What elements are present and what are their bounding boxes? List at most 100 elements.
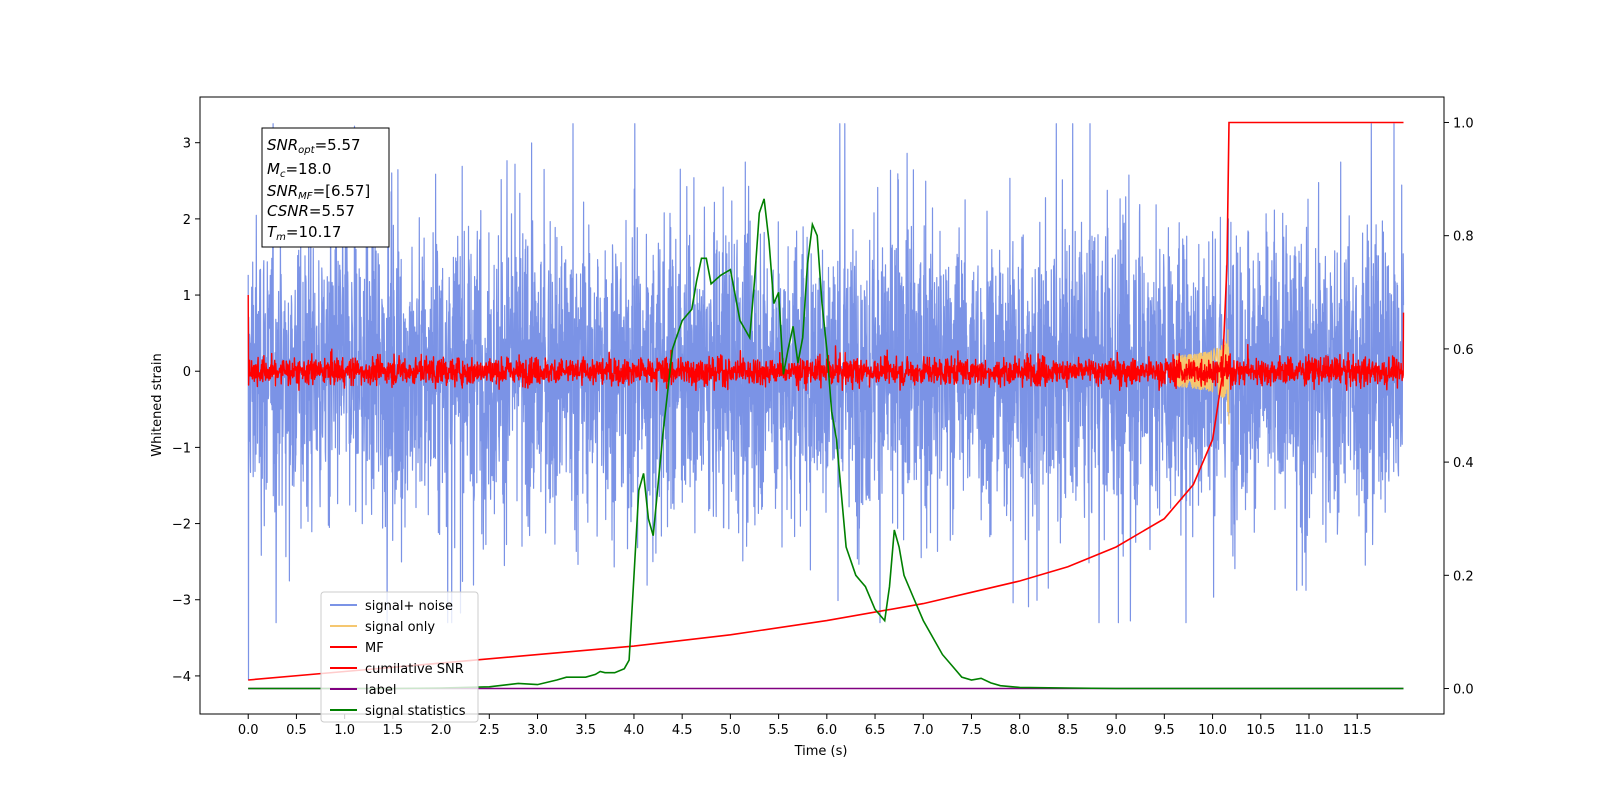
y-tick-label: −1 [172, 441, 191, 456]
cumulative-snr-series [248, 121, 1404, 681]
y2-tick: 0.4 [1444, 456, 1474, 471]
y-tick: 0 [183, 365, 200, 380]
x-tick-label: 7.5 [961, 723, 982, 738]
y-tick-label: 1 [183, 289, 191, 304]
annotation-csnr: CSNR=5.57 [267, 202, 355, 220]
y2-tick: 0.2 [1444, 569, 1474, 584]
y-tick: 1 [183, 289, 200, 304]
y-tick: 3 [183, 137, 200, 152]
x-tick-label: 10.5 [1246, 723, 1275, 738]
x-tick-label: 5.5 [768, 723, 789, 738]
x-axis-label: Time (s) [794, 744, 848, 759]
x-tick-label: 9.0 [1106, 723, 1127, 738]
annotation-snr-opt: SNRopt=5.57 [267, 136, 361, 156]
signal-statistics-series [248, 198, 1404, 690]
x-tick-label: 4.5 [672, 723, 693, 738]
x-tick: 3.5 [575, 714, 596, 738]
x-axis-ticks: 0.0 0.5 1.0 1.5 2.0 2.5 3.0 3.5 4.0 4.5 5.0 5.5 6.0 6… [238, 714, 1372, 738]
legend-entry-cumulative-snr: cumilative SNR [330, 662, 464, 677]
x-tick-label: 0.5 [286, 723, 307, 738]
y2-tick: 0.6 [1444, 343, 1474, 358]
y-tick-label: −3 [172, 594, 191, 609]
y2-tick-label: 0.4 [1453, 456, 1474, 471]
x-tick: 10.0 [1198, 714, 1227, 738]
x-tick-label: 6.5 [865, 723, 886, 738]
x-tick: 5.0 [720, 714, 741, 738]
legend-label: cumilative SNR [365, 662, 464, 677]
legend-label: MF [365, 641, 384, 656]
x-tick-label: 1.5 [383, 723, 404, 738]
mf-series [247, 294, 1405, 391]
y2-axis-ticks: 1.0 0.8 0.6 0.4 0.2 0.0 [1444, 116, 1474, 698]
legend-entry-signal-statistics: signal statistics [330, 704, 466, 719]
x-tick-label: 3.0 [527, 723, 548, 738]
legend: signal+ noise signal only MF cumilative … [320, 591, 479, 723]
x-tick: 2.5 [479, 714, 500, 738]
y-tick: 2 [183, 213, 200, 228]
x-tick: 5.5 [768, 714, 789, 738]
x-tick-label: 7.0 [913, 723, 934, 738]
x-tick: 4.5 [672, 714, 693, 738]
x-tick-label: 8.0 [1009, 723, 1030, 738]
x-tick-label: 11.5 [1343, 723, 1372, 738]
x-tick: 8.0 [1009, 714, 1030, 738]
x-tick: 11.5 [1343, 714, 1372, 738]
mf-line [247, 294, 1405, 391]
legend-label: signal only [365, 620, 435, 635]
x-tick: 7.0 [913, 714, 934, 738]
cumulative-snr-line [248, 121, 1404, 681]
y-axis-ticks: 3 2 1 0 −1 −2 −3 −4 [172, 137, 200, 685]
x-tick: 0.5 [286, 714, 307, 738]
y2-tick-label: 1.0 [1453, 116, 1474, 131]
y2-tick-label: 0.2 [1453, 569, 1474, 584]
legend-label: label [365, 683, 396, 698]
y2-tick: 0.8 [1444, 230, 1474, 245]
signal-statistics-line [248, 198, 1404, 690]
legend-label: signal+ noise [365, 599, 453, 614]
annotation-tm: Tm=10.17 [267, 223, 341, 243]
x-tick-label: 9.5 [1154, 723, 1175, 738]
x-tick: 0.0 [238, 714, 259, 738]
y2-tick-label: 0.6 [1453, 343, 1474, 358]
legend-entry-signal-only: signal only [330, 620, 435, 635]
annotation-snr-mf: SNRMF=[6.57] [267, 182, 370, 202]
legend-frame [320, 591, 479, 723]
y-tick-label: 2 [183, 213, 191, 228]
x-tick-label: 0.0 [238, 723, 259, 738]
x-tick: 9.5 [1154, 714, 1175, 738]
y-tick: −3 [172, 594, 200, 609]
x-tick: 9.0 [1106, 714, 1127, 738]
y-tick: −4 [172, 670, 200, 685]
y2-tick: 1.0 [1444, 116, 1474, 131]
x-tick: 4.0 [624, 714, 645, 738]
y-tick-label: −2 [172, 518, 191, 533]
x-tick: 7.5 [961, 714, 982, 738]
plot-frame [199, 96, 1445, 715]
x-tick: 6.0 [816, 714, 837, 738]
y-tick-label: 3 [183, 137, 191, 152]
y-tick-label: 0 [183, 365, 191, 380]
x-tick: 8.5 [1058, 714, 1079, 738]
x-tick: 10.5 [1246, 714, 1275, 738]
y-axis-label: Whitened strain [150, 353, 165, 456]
x-tick-label: 2.0 [431, 723, 452, 738]
y2-tick-label: 0.0 [1453, 683, 1474, 698]
y2-tick-label: 0.8 [1453, 230, 1474, 245]
legend-entry-mf: MF [330, 641, 384, 656]
y-tick-label: −4 [172, 670, 191, 685]
x-tick-label: 8.5 [1058, 723, 1079, 738]
y2-tick: 0.0 [1444, 683, 1474, 698]
x-tick: 3.0 [527, 714, 548, 738]
x-tick-label: 6.0 [816, 723, 837, 738]
x-tick-label: 10.0 [1198, 723, 1227, 738]
x-tick-label: 11.0 [1295, 723, 1324, 738]
annotation-frame [261, 127, 390, 248]
x-tick-label: 4.0 [624, 723, 645, 738]
y-tick: −2 [172, 518, 200, 533]
legend-entry-label: label [330, 683, 396, 698]
x-tick-label: 2.5 [479, 723, 500, 738]
legend-entry-signal-noise: signal+ noise [330, 599, 453, 614]
legend-label: signal statistics [365, 704, 466, 719]
stats-annotation-box: SNRopt=5.57 Mc=18.0 SNRMF=[6.57] CSNR=5.… [261, 127, 390, 248]
